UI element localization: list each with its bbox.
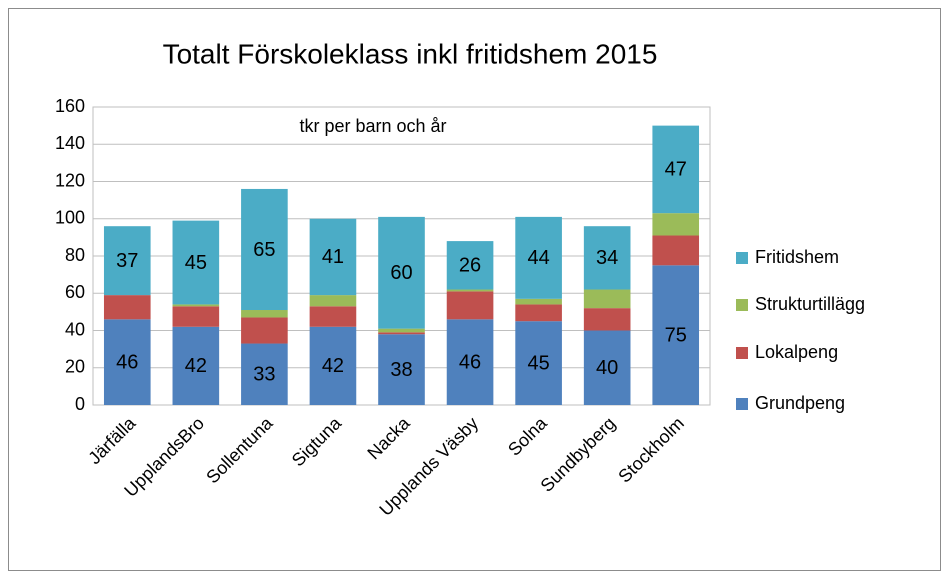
bar-segment bbox=[446, 319, 494, 405]
bar-segment bbox=[309, 218, 357, 296]
legend-swatch bbox=[736, 299, 748, 311]
data-label: 47 bbox=[665, 159, 687, 181]
bar-segment bbox=[378, 328, 425, 333]
legend-label: Fritidshem bbox=[755, 247, 839, 267]
data-label: 45 bbox=[527, 352, 549, 374]
bar-segment bbox=[446, 289, 494, 292]
data-label: 33 bbox=[253, 364, 275, 386]
bar-segment bbox=[241, 343, 288, 405]
bar-segment bbox=[378, 334, 425, 405]
bar-segment bbox=[652, 265, 700, 405]
bar-segment bbox=[446, 291, 494, 320]
bar-segment bbox=[583, 289, 631, 309]
bar-segment bbox=[583, 226, 631, 290]
bar-segment bbox=[446, 241, 494, 290]
bar-segment bbox=[241, 317, 288, 344]
y-tick-label: 160 bbox=[55, 96, 85, 116]
bar-segment bbox=[378, 332, 425, 335]
bar-segment bbox=[515, 298, 562, 305]
y-tick-label: 0 bbox=[75, 394, 85, 414]
data-label: 37 bbox=[116, 250, 138, 272]
legend-swatch bbox=[736, 347, 748, 359]
bar-segment bbox=[583, 330, 631, 405]
legend-label: Strukturtillägg bbox=[755, 294, 865, 314]
bar-segment bbox=[172, 304, 220, 307]
bar-segment bbox=[103, 226, 151, 296]
bar-segment bbox=[241, 310, 288, 318]
bar-segment bbox=[172, 220, 220, 305]
bar-segment bbox=[652, 125, 700, 214]
y-tick-label: 80 bbox=[65, 245, 85, 265]
bar-segment bbox=[309, 295, 357, 307]
data-label: 38 bbox=[390, 359, 412, 381]
bar-segment bbox=[241, 188, 288, 311]
legend-label: Grundpeng bbox=[755, 393, 845, 413]
bar-segment bbox=[172, 306, 220, 327]
data-label: 34 bbox=[596, 247, 618, 269]
bar-segment bbox=[103, 319, 151, 405]
data-label: 41 bbox=[322, 246, 344, 268]
data-label: 42 bbox=[322, 355, 344, 377]
data-label: 26 bbox=[459, 255, 481, 277]
y-tick-label: 20 bbox=[65, 357, 85, 377]
bar-segment bbox=[515, 321, 562, 405]
data-label: 45 bbox=[185, 252, 207, 274]
bar-segment bbox=[583, 308, 631, 331]
data-label: 44 bbox=[527, 247, 549, 269]
legend-swatch bbox=[736, 252, 748, 264]
legend-swatch bbox=[736, 398, 748, 410]
bar-segment bbox=[309, 326, 357, 405]
y-tick-label: 140 bbox=[55, 133, 85, 153]
bar-segment bbox=[515, 304, 562, 322]
y-tick-label: 40 bbox=[65, 319, 85, 339]
data-label: 75 bbox=[665, 324, 687, 346]
data-label: 65 bbox=[253, 239, 275, 261]
bar-segment bbox=[515, 216, 562, 299]
legend-label: Lokalpeng bbox=[755, 342, 838, 362]
bar-segment bbox=[652, 213, 700, 236]
bar-segment bbox=[103, 295, 151, 320]
y-tick-label: 60 bbox=[65, 282, 85, 302]
bar-segment bbox=[652, 235, 700, 266]
bar-segment bbox=[378, 216, 425, 329]
data-label: 60 bbox=[390, 262, 412, 284]
data-label: 42 bbox=[185, 355, 207, 377]
bar-segment bbox=[309, 306, 357, 327]
chart-title: Totalt Förskoleklass inkl fritidshem 201… bbox=[163, 38, 658, 69]
y-tick-label: 120 bbox=[55, 170, 85, 190]
y-tick-label: 100 bbox=[55, 208, 85, 228]
data-label: 40 bbox=[596, 357, 618, 379]
bar-segment bbox=[172, 326, 220, 405]
data-label: 46 bbox=[459, 351, 481, 373]
annotation: tkr per barn och år bbox=[299, 116, 446, 136]
data-label: 46 bbox=[116, 351, 138, 373]
